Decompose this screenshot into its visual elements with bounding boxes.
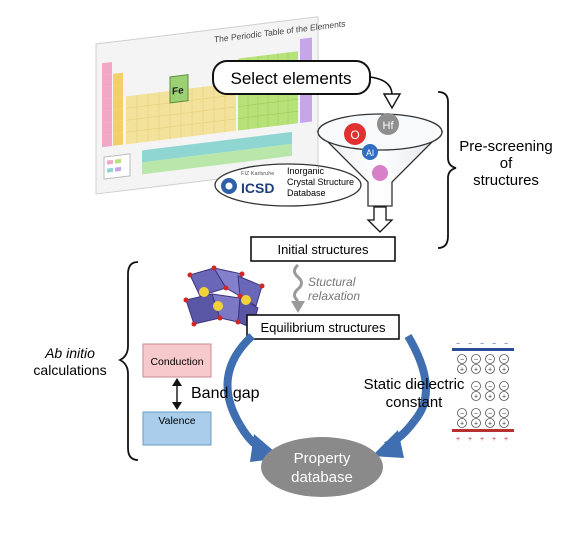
select-arrow-head	[382, 93, 402, 110]
conduction-band-box	[142, 343, 212, 378]
ab-initio-line-2: calculations	[33, 362, 106, 378]
property-database-line-2: database	[291, 469, 353, 486]
svg-text:−: −	[468, 341, 472, 348]
cycle-arrow-right-head	[372, 430, 404, 458]
icsd-box	[214, 163, 362, 207]
ab-initio-bracket	[117, 261, 139, 461]
svg-text:+: +	[488, 367, 492, 374]
svg-text:−: −	[488, 357, 492, 364]
extra-element-atom	[372, 165, 388, 181]
svg-text:−: −	[502, 384, 506, 391]
svg-text:+: +	[474, 394, 478, 401]
svg-text:+: +	[488, 421, 492, 428]
pre-screening-bracket	[437, 91, 457, 249]
svg-text:−: −	[474, 384, 478, 391]
band-gap-label: Band gap	[191, 385, 260, 402]
svg-text:−: −	[460, 357, 464, 364]
property-database-line-1: Property	[294, 450, 351, 467]
icsd-small-label: FIZ Karlsruhe	[241, 171, 274, 177]
pre-screening-line-1: Pre-screening	[459, 138, 552, 155]
svg-text:+: +	[456, 436, 460, 443]
icsd-line-3: Database	[287, 188, 326, 198]
aluminum-atom	[362, 144, 378, 160]
icsd-line-2: Crystal Structure	[287, 177, 354, 187]
band-gap-arrow-up	[172, 378, 182, 386]
icsd-logo-inner	[225, 182, 233, 190]
dielectric-capacitor-image: − − − − − + + + + + − − − − + + + + − − − + + + − − − − + + + +	[452, 341, 514, 443]
pre-screening-line-2: of	[500, 155, 513, 172]
initial-structures-label: Initial structures	[277, 242, 369, 257]
icsd-logo-text: ICSD	[241, 180, 274, 196]
svg-text:−: −	[474, 357, 478, 364]
oxygen-atom	[344, 123, 366, 145]
svg-text:+: +	[502, 394, 506, 401]
conduction-label: Conduction	[150, 356, 203, 368]
svg-text:−: −	[504, 341, 508, 348]
svg-text:+: +	[492, 436, 496, 443]
band-gap-arrow-down	[172, 402, 182, 410]
relaxation-line-2: relaxation	[308, 289, 360, 303]
svg-text:−: −	[502, 411, 506, 418]
svg-text:−: −	[502, 357, 506, 364]
funnel-output-arrow	[366, 206, 394, 233]
svg-text:+: +	[460, 367, 464, 374]
svg-text:−: −	[488, 411, 492, 418]
svg-text:−: −	[474, 411, 478, 418]
svg-text:+: +	[474, 421, 478, 428]
svg-text:+: +	[502, 421, 506, 428]
svg-text:+: +	[502, 367, 506, 374]
aluminum-label: Al	[366, 148, 374, 158]
static-dielectric-line-1: Static dielectric	[364, 376, 465, 393]
icsd-line-1: Inorganic	[287, 166, 325, 176]
equilibrium-structures-box	[246, 314, 400, 340]
pre-screening-line-3: structures	[473, 172, 539, 189]
ab-initio-line-1: Ab initio	[44, 345, 95, 361]
cycle-arrow-right-upper	[404, 333, 430, 423]
relaxation-line-1: Stuctural	[308, 275, 356, 289]
static-dielectric-line-2: constant	[386, 394, 444, 411]
oxygen-label: O	[350, 128, 359, 142]
svg-text:+: +	[488, 394, 492, 401]
property-database-ellipse	[261, 437, 383, 497]
select-to-funnel-arrow	[369, 76, 393, 96]
svg-text:+: +	[480, 436, 484, 443]
initial-structures-box	[250, 236, 396, 262]
svg-text:+: +	[504, 436, 508, 443]
svg-text:−: −	[456, 341, 460, 348]
relaxation-arrow	[293, 263, 303, 303]
relaxation-arrow-head	[291, 301, 305, 313]
cycle-arrow-left-upper	[223, 333, 255, 428]
svg-text:+: +	[474, 367, 478, 374]
svg-text:−: −	[488, 384, 492, 391]
svg-text:−: −	[492, 341, 496, 348]
hafnium-atom	[377, 113, 399, 135]
select-elements-label: Select elements	[231, 69, 352, 88]
valence-label: Valence	[158, 415, 195, 427]
svg-text:+: +	[468, 436, 472, 443]
crystal-structure-image	[183, 265, 265, 331]
hafnium-label: Hf	[383, 120, 395, 132]
equilibrium-structures-label: Equilibrium structures	[261, 320, 386, 335]
valence-band-box	[142, 411, 212, 446]
svg-text:+: +	[460, 421, 464, 428]
svg-text:−: −	[480, 341, 484, 348]
periodic-table-fe: Fe	[172, 85, 184, 97]
svg-text:−: −	[460, 411, 464, 418]
